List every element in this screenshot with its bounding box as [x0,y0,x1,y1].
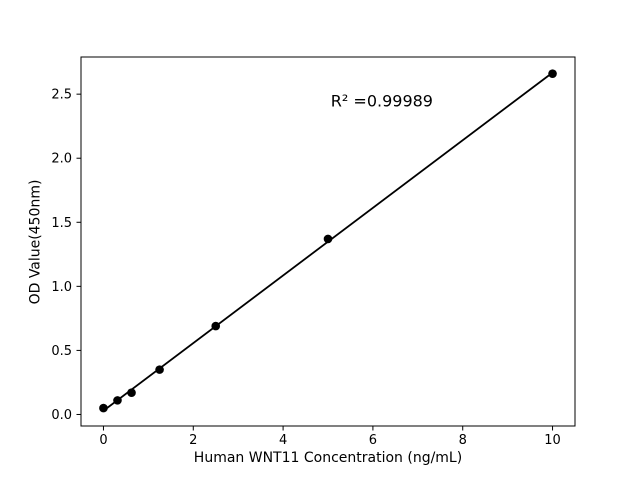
x-tick-label: 0 [99,433,107,448]
y-tick-label: 1.0 [51,280,72,295]
x-tick-label: 8 [459,433,467,448]
y-tick-label: 1.5 [51,216,72,231]
data-point [99,403,108,413]
x-axis-label: Human WNT11 Concentration (ng/mL) [193,450,463,466]
y-tick-label: 2.0 [51,152,72,167]
x-tick-label: 2 [189,433,197,448]
x-tick-label: 6 [369,433,377,448]
data-point [113,396,122,405]
y-tick-label: 2.5 [51,88,72,103]
data-point [127,388,136,397]
r-squared-annotation: R² =0.99989 [330,91,433,111]
y-tick-label: 0.5 [51,344,72,359]
data-point [323,234,333,244]
data-point [155,365,164,374]
y-axis-label: OD Value(450nm) [27,179,44,305]
data-point [211,321,221,331]
x-tick-label: 10 [544,433,561,448]
plot-border [80,56,576,427]
y-tick-label: 0.0 [51,408,72,423]
x-tick-label: 4 [279,433,287,448]
data-point [548,69,557,78]
